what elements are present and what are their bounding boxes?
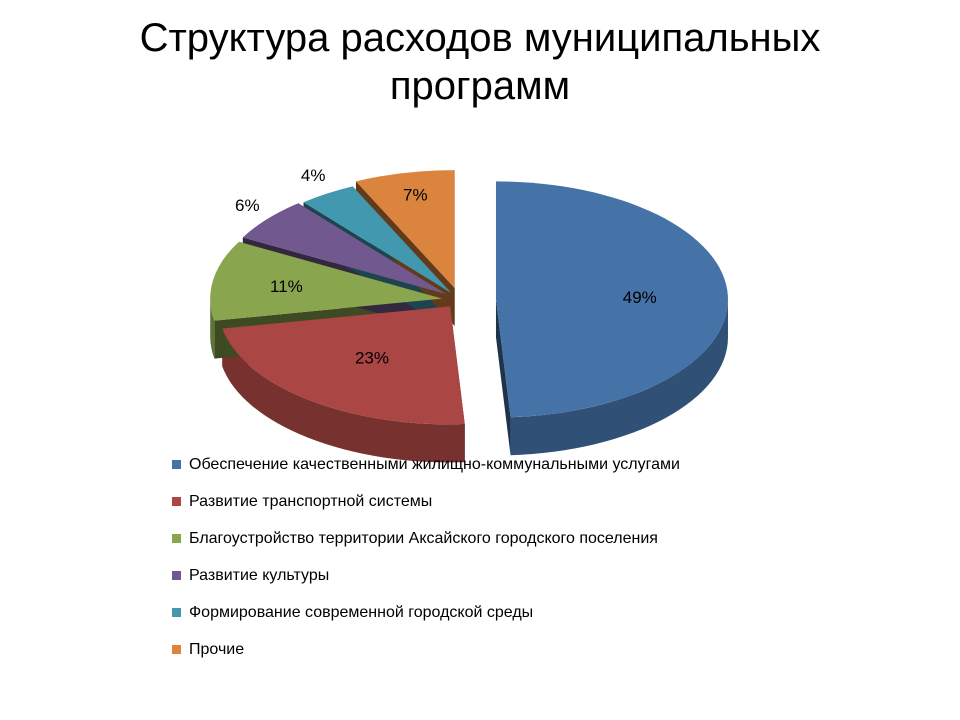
legend-swatch [172, 571, 181, 580]
legend: Обеспечение качественными жилищно-коммун… [172, 446, 680, 668]
legend-label: Прочие [189, 640, 245, 658]
pie-slice-label: 7% [403, 185, 428, 204]
legend-swatch [172, 608, 181, 617]
legend-swatch [172, 534, 181, 543]
pie-slice [355, 170, 455, 289]
legend-swatch [172, 645, 181, 654]
pie-slice [222, 306, 465, 425]
legend-label: Благоустройство территории Аксайского го… [189, 529, 658, 547]
chart-title: Структура расходов муниципальных програм… [139, 16, 821, 108]
legend-item: Благоустройство территории Аксайского го… [172, 520, 680, 557]
legend-label: Развитие культуры [189, 566, 330, 584]
legend-swatch [172, 497, 181, 506]
pie-slice-side [495, 299, 728, 456]
legend-item: Прочие [172, 631, 680, 668]
legend-item: Развитие транспортной системы [172, 483, 680, 520]
pie-slice-label: 6% [235, 196, 260, 215]
pie-slice-label: 11% [270, 277, 303, 296]
legend-label: Развитие транспортной системы [189, 492, 433, 510]
pie-slice-label: 4% [301, 166, 326, 185]
pie-slice [210, 241, 443, 321]
legend-item: Формирование современной городской среды [172, 594, 680, 631]
legend-label: Формирование современной городской среды [189, 603, 534, 621]
pie-slice [303, 186, 452, 294]
legend-item: Обеспечение качественными жилищно-коммун… [172, 446, 680, 483]
pie-slice-label: 23% [355, 349, 389, 368]
pie-slice [495, 181, 728, 418]
legend-label: Обеспечение качественными жилищно-коммун… [189, 455, 680, 473]
pie-slice-label: 49% [623, 288, 657, 307]
legend-swatch [172, 460, 181, 469]
pie-slice [242, 203, 447, 295]
legend-item: Развитие культуры [172, 557, 680, 594]
